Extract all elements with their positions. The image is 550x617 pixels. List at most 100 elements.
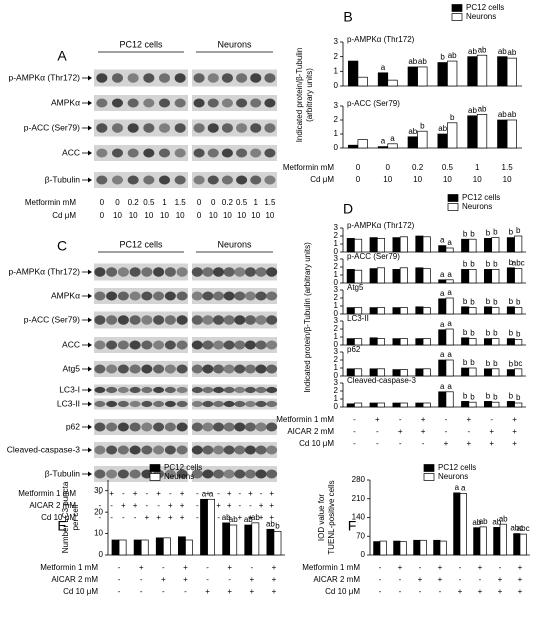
bar	[506, 237, 515, 253]
blot-band	[191, 422, 203, 432]
arrow-head	[88, 471, 92, 477]
blot-band	[141, 291, 153, 301]
blot-band	[127, 123, 139, 133]
bar	[387, 143, 398, 149]
blot-band	[117, 267, 129, 277]
blot-band	[117, 422, 129, 432]
condition-value: +	[438, 563, 443, 572]
condition-value: -	[99, 501, 102, 510]
significance-label: b	[275, 522, 280, 531]
blot-band	[143, 73, 155, 83]
condition-value: +	[466, 415, 471, 424]
blot-band	[221, 148, 233, 158]
bar	[407, 66, 418, 87]
blot-band	[266, 267, 278, 277]
condition-value: +	[180, 489, 185, 498]
blot-band	[94, 386, 106, 394]
blot-band	[96, 98, 108, 108]
condition-value: -	[467, 427, 470, 436]
subplot-title: Cleaved-caspase-3	[347, 376, 416, 385]
condition-value: +	[259, 513, 264, 522]
condition-value: +	[272, 563, 277, 572]
y-axis-label: Indicated protein/β-Tubulin (arbitrary u…	[303, 242, 312, 393]
blot-band	[129, 364, 141, 374]
condition-value: +	[421, 427, 426, 436]
blot-band	[234, 267, 246, 277]
condition-value: +	[498, 575, 503, 584]
blot-band	[223, 364, 235, 374]
legend-swatch	[451, 4, 463, 12]
condition-value: -	[419, 563, 422, 572]
condition-value: -	[445, 415, 448, 424]
blot-band	[213, 469, 225, 479]
significance-label: ab	[244, 515, 253, 524]
legend-swatch	[451, 13, 463, 21]
blot-band	[202, 469, 214, 479]
bar	[479, 526, 487, 556]
blot-band	[153, 315, 165, 325]
bar	[354, 338, 363, 346]
panel-letter: B	[343, 9, 352, 25]
condition-value: 10	[113, 211, 122, 220]
bar	[415, 368, 424, 377]
bar	[445, 279, 454, 284]
blot-band	[159, 175, 170, 185]
blot-band	[207, 98, 219, 108]
bar	[438, 245, 447, 253]
y-tick-label: 3	[334, 316, 339, 325]
bar	[407, 136, 418, 149]
y-tick-label: 1	[334, 239, 339, 248]
arrow-head	[88, 293, 92, 299]
blot-band	[106, 386, 118, 394]
bar	[506, 401, 515, 408]
bar	[392, 402, 401, 408]
blot-row-label: p62	[66, 421, 80, 431]
blot-band	[176, 445, 188, 455]
bar	[118, 539, 127, 556]
y-tick-label: 0	[334, 340, 339, 349]
blot-band	[176, 386, 188, 394]
blot-band	[127, 73, 139, 83]
group-header: Neurons	[217, 39, 252, 49]
blot-band	[234, 469, 246, 479]
blot-band	[250, 175, 262, 185]
bar	[376, 238, 385, 253]
arrow-head	[88, 317, 92, 323]
significance-label: ab	[438, 124, 447, 133]
condition-value: -	[134, 513, 137, 522]
bar	[140, 539, 149, 556]
blot-band	[255, 386, 267, 394]
blot-band	[202, 291, 214, 301]
blot-band	[129, 400, 141, 408]
condition-value: -	[184, 587, 187, 596]
arrow-head	[88, 269, 92, 275]
condition-value: -	[206, 563, 209, 572]
bar	[399, 541, 407, 556]
condition-value: -	[206, 575, 209, 584]
condition-value: +	[512, 427, 517, 436]
blot-band	[202, 422, 214, 432]
blot-band	[244, 386, 256, 394]
bar	[415, 235, 424, 253]
y-tick-label: 3	[334, 254, 339, 263]
blot-strip	[192, 119, 277, 137]
bar	[514, 402, 523, 408]
condition-value: -	[146, 489, 149, 498]
bar	[357, 139, 368, 149]
bar	[422, 307, 431, 315]
blot-band	[223, 340, 235, 350]
blot-band	[221, 73, 233, 83]
bar	[373, 541, 381, 556]
significance-label: b	[493, 228, 498, 237]
condition-label: AICAR 2 mM	[287, 427, 334, 436]
condition-value: +	[466, 439, 471, 448]
condition-value: -	[238, 489, 241, 498]
bar	[415, 402, 424, 408]
condition-value: 10	[237, 211, 246, 220]
bar	[497, 56, 508, 87]
blot-band	[266, 445, 278, 455]
y-tick-label: 280	[352, 475, 366, 484]
blot-strip	[192, 172, 277, 188]
subplot-title: p-AMPKα (Thr172)	[347, 35, 415, 44]
legend-label: Neurons	[462, 202, 492, 211]
